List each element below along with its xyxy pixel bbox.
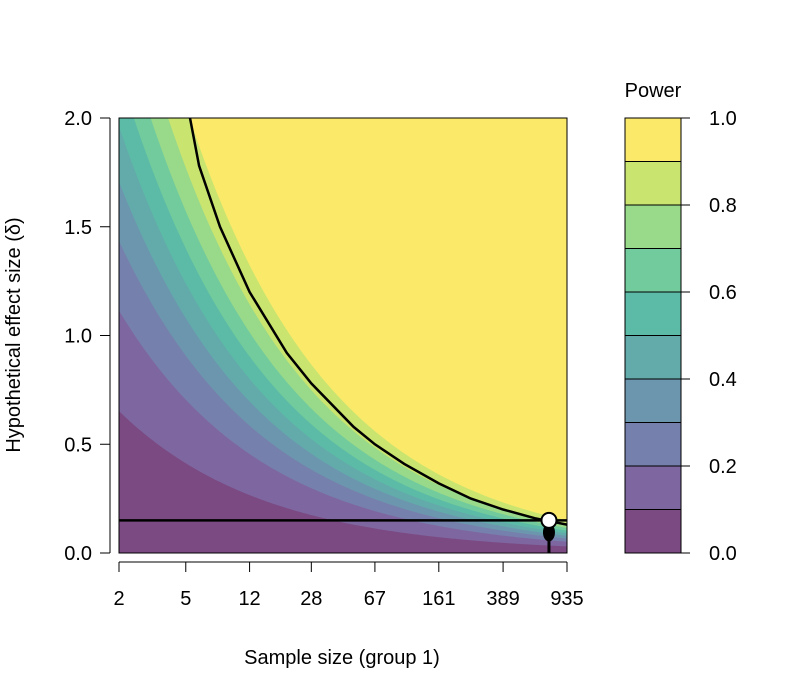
x-axis: 2 5 12 28 67 161 389 935 — [113, 561, 584, 610]
x-tick-label: 12 — [238, 588, 260, 610]
legend-tick-label: 0.6 — [709, 282, 737, 304]
x-axis-title: Sample size (group 1) — [244, 647, 440, 669]
plot-frame — [118, 117, 568, 554]
legend-swatch — [624, 291, 682, 336]
legend-swatch — [624, 117, 682, 162]
legend-swatch — [624, 248, 682, 293]
x-tick-label: 28 — [300, 588, 322, 610]
x-tick-label: 389 — [486, 588, 519, 610]
legend-tick-label: 0.2 — [709, 456, 737, 478]
legend-swatch — [624, 335, 682, 380]
power-contour-line — [188, 118, 567, 526]
y-axis-title: Hypothetical effect size (δ) — [3, 217, 25, 452]
legend-bands — [624, 117, 682, 554]
legend-swatch — [624, 161, 682, 206]
marker-point — [540, 511, 558, 529]
y-tick-label: 2.0 — [64, 108, 92, 130]
legend-swatch — [624, 378, 682, 423]
y-tick-label: 0.0 — [64, 543, 92, 565]
band-9 — [189, 118, 567, 521]
x-tick-label: 5 — [180, 588, 191, 610]
legend-ticks: 0.0 0.2 0.4 0.6 0.8 1.0 — [681, 108, 737, 565]
marker-layer — [540, 511, 558, 553]
legend-swatch — [624, 465, 682, 510]
legend: Power 0.0 0.2 0.4 0.6 0.8 1.0 — [624, 80, 737, 565]
legend-title: Power — [625, 80, 682, 102]
x-tick-label: 161 — [422, 588, 455, 610]
legend-swatch — [624, 509, 682, 554]
y-tick-label: 1.5 — [64, 217, 92, 239]
y-axis: 0.0 0.5 1.0 1.5 2.0 — [64, 108, 111, 565]
overlays — [119, 118, 567, 526]
x-tick-label: 935 — [550, 588, 583, 610]
legend-swatch — [624, 204, 682, 249]
x-tick-label: 2 — [113, 588, 124, 610]
legend-tick-label: 0.4 — [709, 369, 737, 391]
y-tick-label: 0.5 — [64, 434, 92, 456]
legend-swatch — [624, 422, 682, 467]
legend-tick-label: 1.0 — [709, 108, 737, 130]
y-tick-label: 1.0 — [64, 326, 92, 348]
x-tick-label: 67 — [364, 588, 386, 610]
power-bands — [119, 118, 567, 553]
legend-tick-label: 0.8 — [709, 195, 737, 217]
legend-tick-label: 0.0 — [709, 543, 737, 565]
plot-area — [118, 117, 568, 554]
